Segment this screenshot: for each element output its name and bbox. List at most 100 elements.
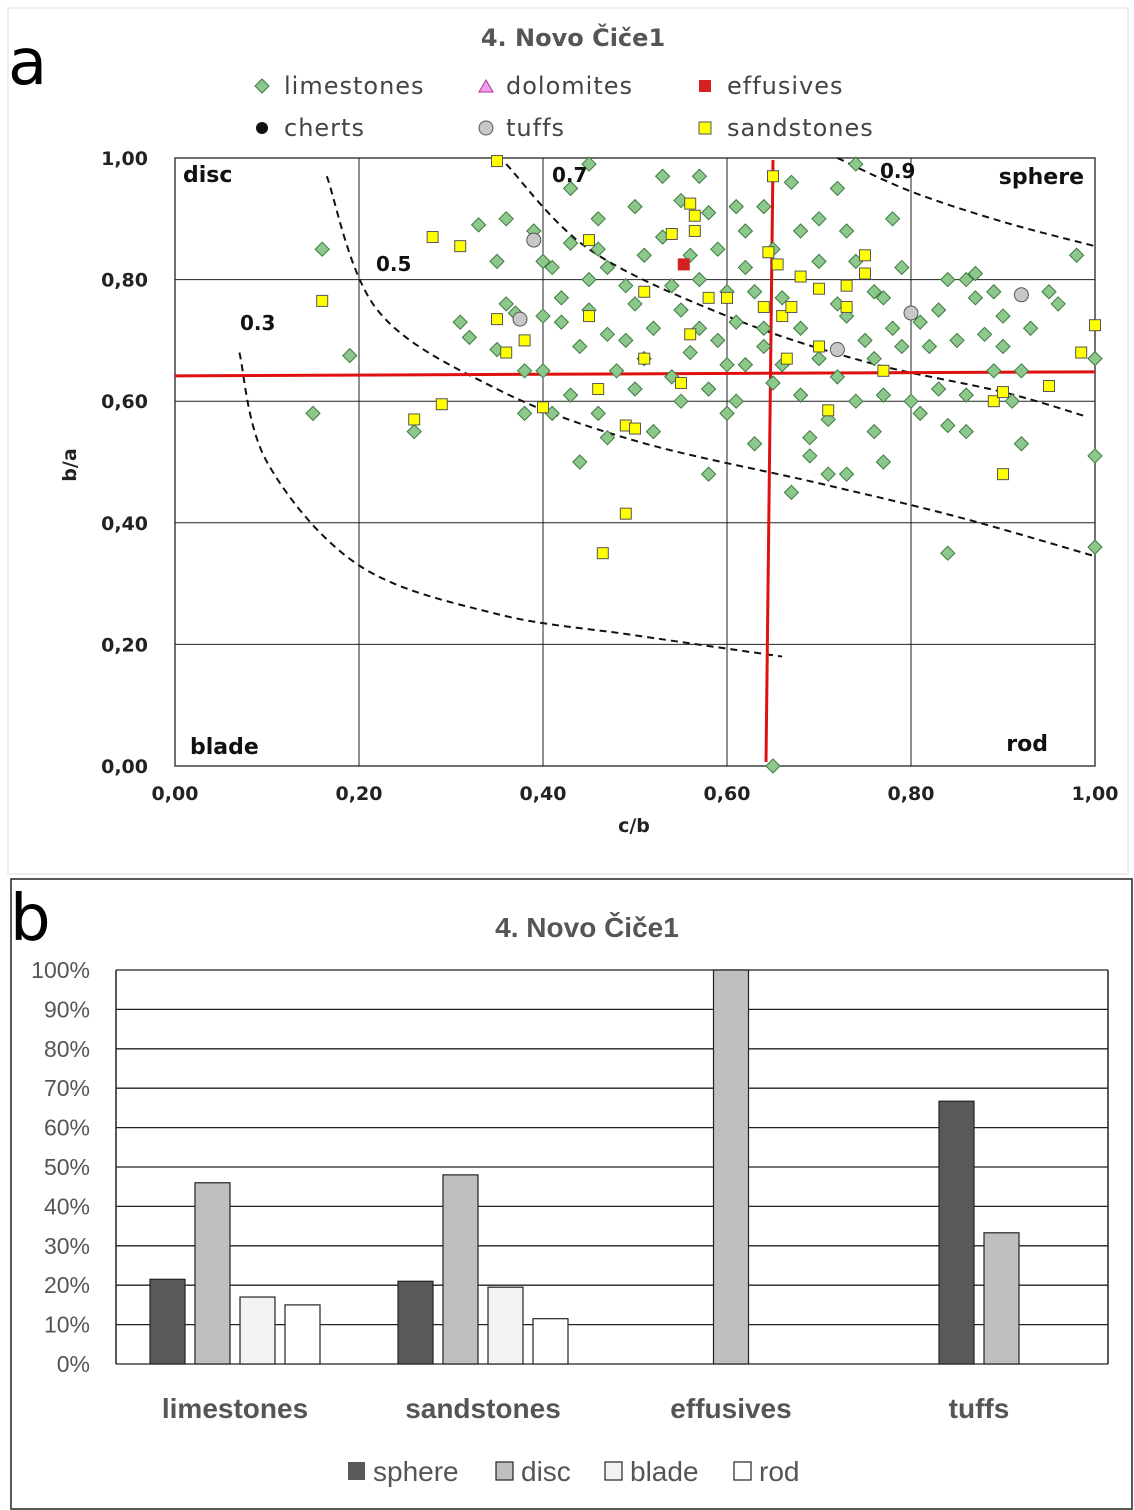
limestones-point	[461, 329, 478, 346]
limestones-point	[811, 253, 827, 270]
sandstones-point	[1043, 380, 1055, 392]
divider-horizontal	[174, 370, 1096, 378]
tuffs-point	[829, 342, 845, 358]
sandstones-point	[638, 285, 651, 298]
limestones-point	[746, 284, 763, 300]
limestones-point	[829, 369, 846, 385]
legend-dolomites-marker	[478, 79, 494, 93]
legend-tuffs-marker	[478, 120, 494, 136]
legend-disc-swatch	[495, 1461, 514, 1481]
sandstones-point	[491, 155, 503, 168]
shape-curve-0.9	[836, 157, 1096, 248]
legend-effusives-marker	[699, 80, 711, 92]
legend-sphere-label: sphere	[373, 1456, 459, 1487]
sandstones-point	[767, 170, 779, 183]
sandstones-point	[771, 258, 784, 271]
limestones-point	[636, 247, 652, 263]
limestones-point	[848, 393, 864, 409]
legend-dolomites-label: dolomites	[506, 72, 633, 100]
sandstones-point	[785, 300, 798, 313]
limestones-point	[645, 423, 662, 440]
chart-b-categories: limestones sandstones effusives tuffs	[162, 1393, 1009, 1424]
limestones-point	[627, 198, 643, 215]
chart-a-x-tick-label: 0,20	[336, 783, 383, 805]
sandstones-point	[596, 547, 609, 560]
bar-limestones-rod	[284, 1304, 321, 1365]
sandstones-point	[780, 352, 793, 365]
chart-a-ticks: 0,00 0,20 0,40 0,60 0,80 1,00 0,00 0,20 0,40 0,60…	[101, 148, 1118, 805]
chart-a-x-tick-label: 1,00	[1072, 783, 1119, 805]
chart-a-points	[305, 155, 1103, 774]
chart-b-legend: sphere disc blade rod	[348, 1456, 799, 1487]
legend-tuffs-label: tuffs	[506, 114, 565, 142]
limestones-point	[958, 387, 974, 403]
limestones-point	[599, 259, 616, 276]
limestones-point	[756, 198, 772, 215]
limestones-point	[719, 405, 735, 422]
limestones-point	[627, 296, 643, 312]
sandstones-point	[688, 209, 701, 222]
limestones-point	[710, 241, 726, 257]
chart-b-y-tick-label: 20%	[44, 1272, 90, 1298]
limestones-point	[866, 284, 882, 300]
sandstones-point	[997, 468, 1009, 481]
limestones-point	[756, 338, 772, 355]
limestones-point	[1087, 448, 1103, 464]
limestones-point	[866, 350, 882, 367]
legend-cherts-marker	[256, 122, 268, 134]
limestones-point	[608, 363, 625, 379]
chart-a-legend: limestones dolomites effusives cherts tu…	[254, 72, 874, 142]
limestones-point	[710, 332, 726, 349]
sandstones-point	[426, 231, 439, 244]
limestones-point	[719, 357, 735, 373]
chart-b-category-label: effusives	[670, 1393, 791, 1424]
limestones-point	[728, 198, 744, 215]
chart-b-category-label: limestones	[162, 1393, 308, 1424]
limestones-point	[995, 308, 1011, 324]
chart-b-bars	[149, 969, 1020, 1365]
sandstones-point	[794, 270, 807, 283]
limestones-point	[1022, 320, 1039, 336]
limestones-point	[746, 436, 763, 452]
limestones-point	[783, 174, 800, 191]
limestones-point	[553, 290, 570, 306]
tuffs-point	[526, 232, 542, 248]
limestones-point	[305, 405, 321, 422]
chart-a-y-tick-label: 0,80	[101, 270, 148, 292]
curve-label-0.3: 0.3	[240, 311, 275, 335]
curve-label-0.5: 0.5	[376, 252, 411, 276]
limestones-point	[940, 545, 956, 561]
chart-a-title: 4. Novo Čiče1	[481, 22, 665, 52]
limestones-point	[884, 320, 901, 336]
limestones-point	[618, 277, 634, 294]
limestones-point	[581, 156, 597, 172]
limestones-point	[1087, 350, 1103, 367]
chart-a-x-tick-label: 0,00	[152, 783, 199, 805]
chart-b-y-tick-label: 100%	[31, 957, 90, 983]
limestones-point	[884, 211, 901, 227]
limestones-point	[995, 338, 1011, 355]
limestones-point	[875, 290, 892, 306]
limestones-point	[470, 217, 487, 233]
legend-sphere-swatch	[348, 1462, 365, 1480]
sandstones-point	[702, 291, 715, 304]
limestones-point	[516, 363, 533, 379]
chart-b-category-label: tuffs	[949, 1393, 1010, 1424]
limestones-point	[921, 338, 938, 355]
chart-b-category-label: sandstones	[405, 1393, 561, 1424]
tuffs-point	[512, 311, 528, 327]
limestones-point	[802, 429, 818, 446]
limestones-point	[765, 375, 781, 391]
tuffs-point	[1013, 287, 1029, 303]
limestones-point	[940, 271, 956, 288]
sandstones-point	[721, 291, 733, 304]
limestones-point	[967, 265, 984, 282]
legend-sandstones-label: sandstones	[727, 114, 874, 142]
limestones-point	[958, 271, 974, 288]
sandstones-point	[592, 383, 605, 396]
limestones-point	[820, 466, 836, 482]
limestones-point	[1041, 284, 1057, 300]
sandstones-point	[537, 401, 549, 414]
sandstones-point	[877, 364, 890, 377]
shape-curve-0.5	[325, 175, 1096, 558]
